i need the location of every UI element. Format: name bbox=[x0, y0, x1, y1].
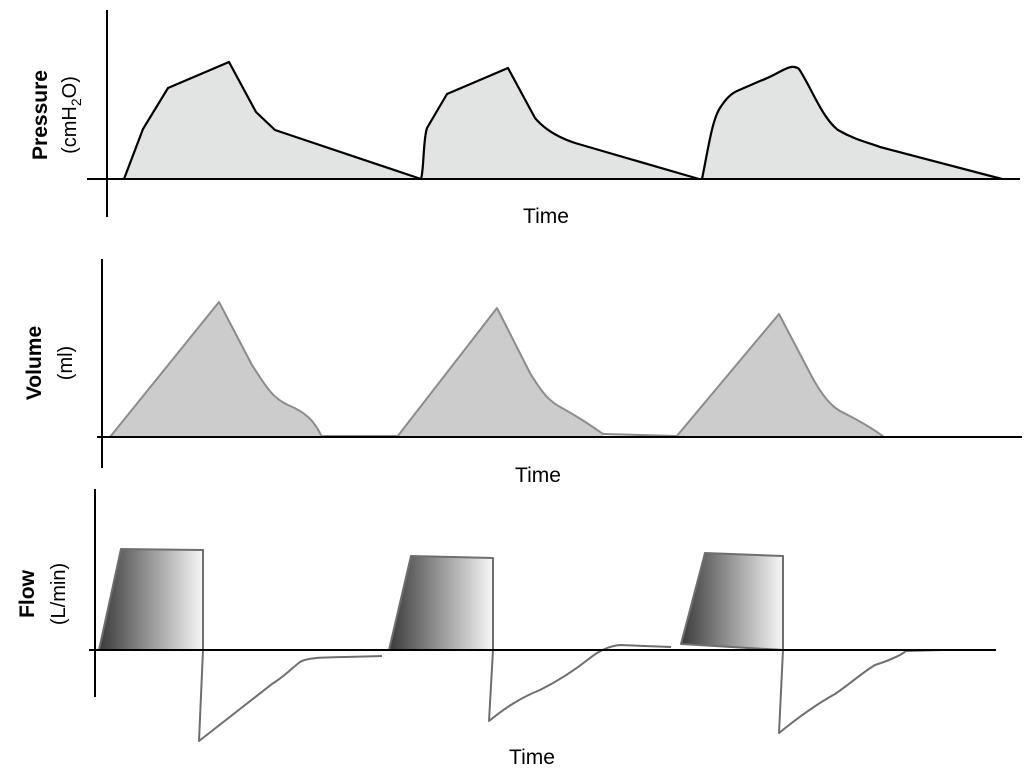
volume-breath-3 bbox=[675, 313, 885, 438]
volume-breath-1 bbox=[109, 301, 323, 438]
pressure-axis-unit: (cmH2O) bbox=[59, 76, 84, 154]
pressure-breath-2 bbox=[419, 66, 700, 181]
flow-x-axis-label: Time bbox=[509, 746, 555, 769]
volume-axis-unit: (ml) bbox=[55, 346, 77, 380]
pressure-axis-title: Pressure bbox=[29, 70, 52, 160]
flow-axis-title: Flow bbox=[16, 569, 39, 617]
flow-expiration-curve-3 bbox=[778, 649, 943, 734]
pressure-unit-subscript: 2 bbox=[68, 98, 84, 106]
volume-breath-2 bbox=[396, 307, 604, 438]
flow-expiration-1 bbox=[199, 650, 275, 741]
volume-x-axis-label: Time bbox=[515, 464, 561, 487]
flow-inspiration-1 bbox=[98, 548, 204, 651]
volume-axis-title: Volume bbox=[23, 326, 46, 400]
flow-expiration-curve-2 bbox=[488, 644, 672, 722]
pressure-unit-suffix: O) bbox=[59, 76, 81, 98]
flow-inspiration-2 bbox=[388, 555, 494, 651]
flow-axis-unit: (L/min) bbox=[48, 563, 70, 625]
flow-inspiration-3 bbox=[680, 552, 784, 651]
pressure-breath-3 bbox=[700, 65, 1003, 181]
pressure-panel: Pressure (cmH2O) Time bbox=[29, 10, 1020, 228]
flow-expiration-curve-1 bbox=[198, 649, 383, 742]
flow-panel: Flow (L/min) Time bbox=[16, 489, 996, 769]
pressure-breath-1 bbox=[122, 60, 422, 181]
volume-panel: Volume (ml) Time bbox=[23, 259, 1022, 487]
pressure-unit-prefix: (cmH bbox=[59, 106, 81, 154]
volume-flat-segment-2 bbox=[602, 433, 677, 437]
pressure-x-axis-label: Time bbox=[523, 205, 569, 228]
